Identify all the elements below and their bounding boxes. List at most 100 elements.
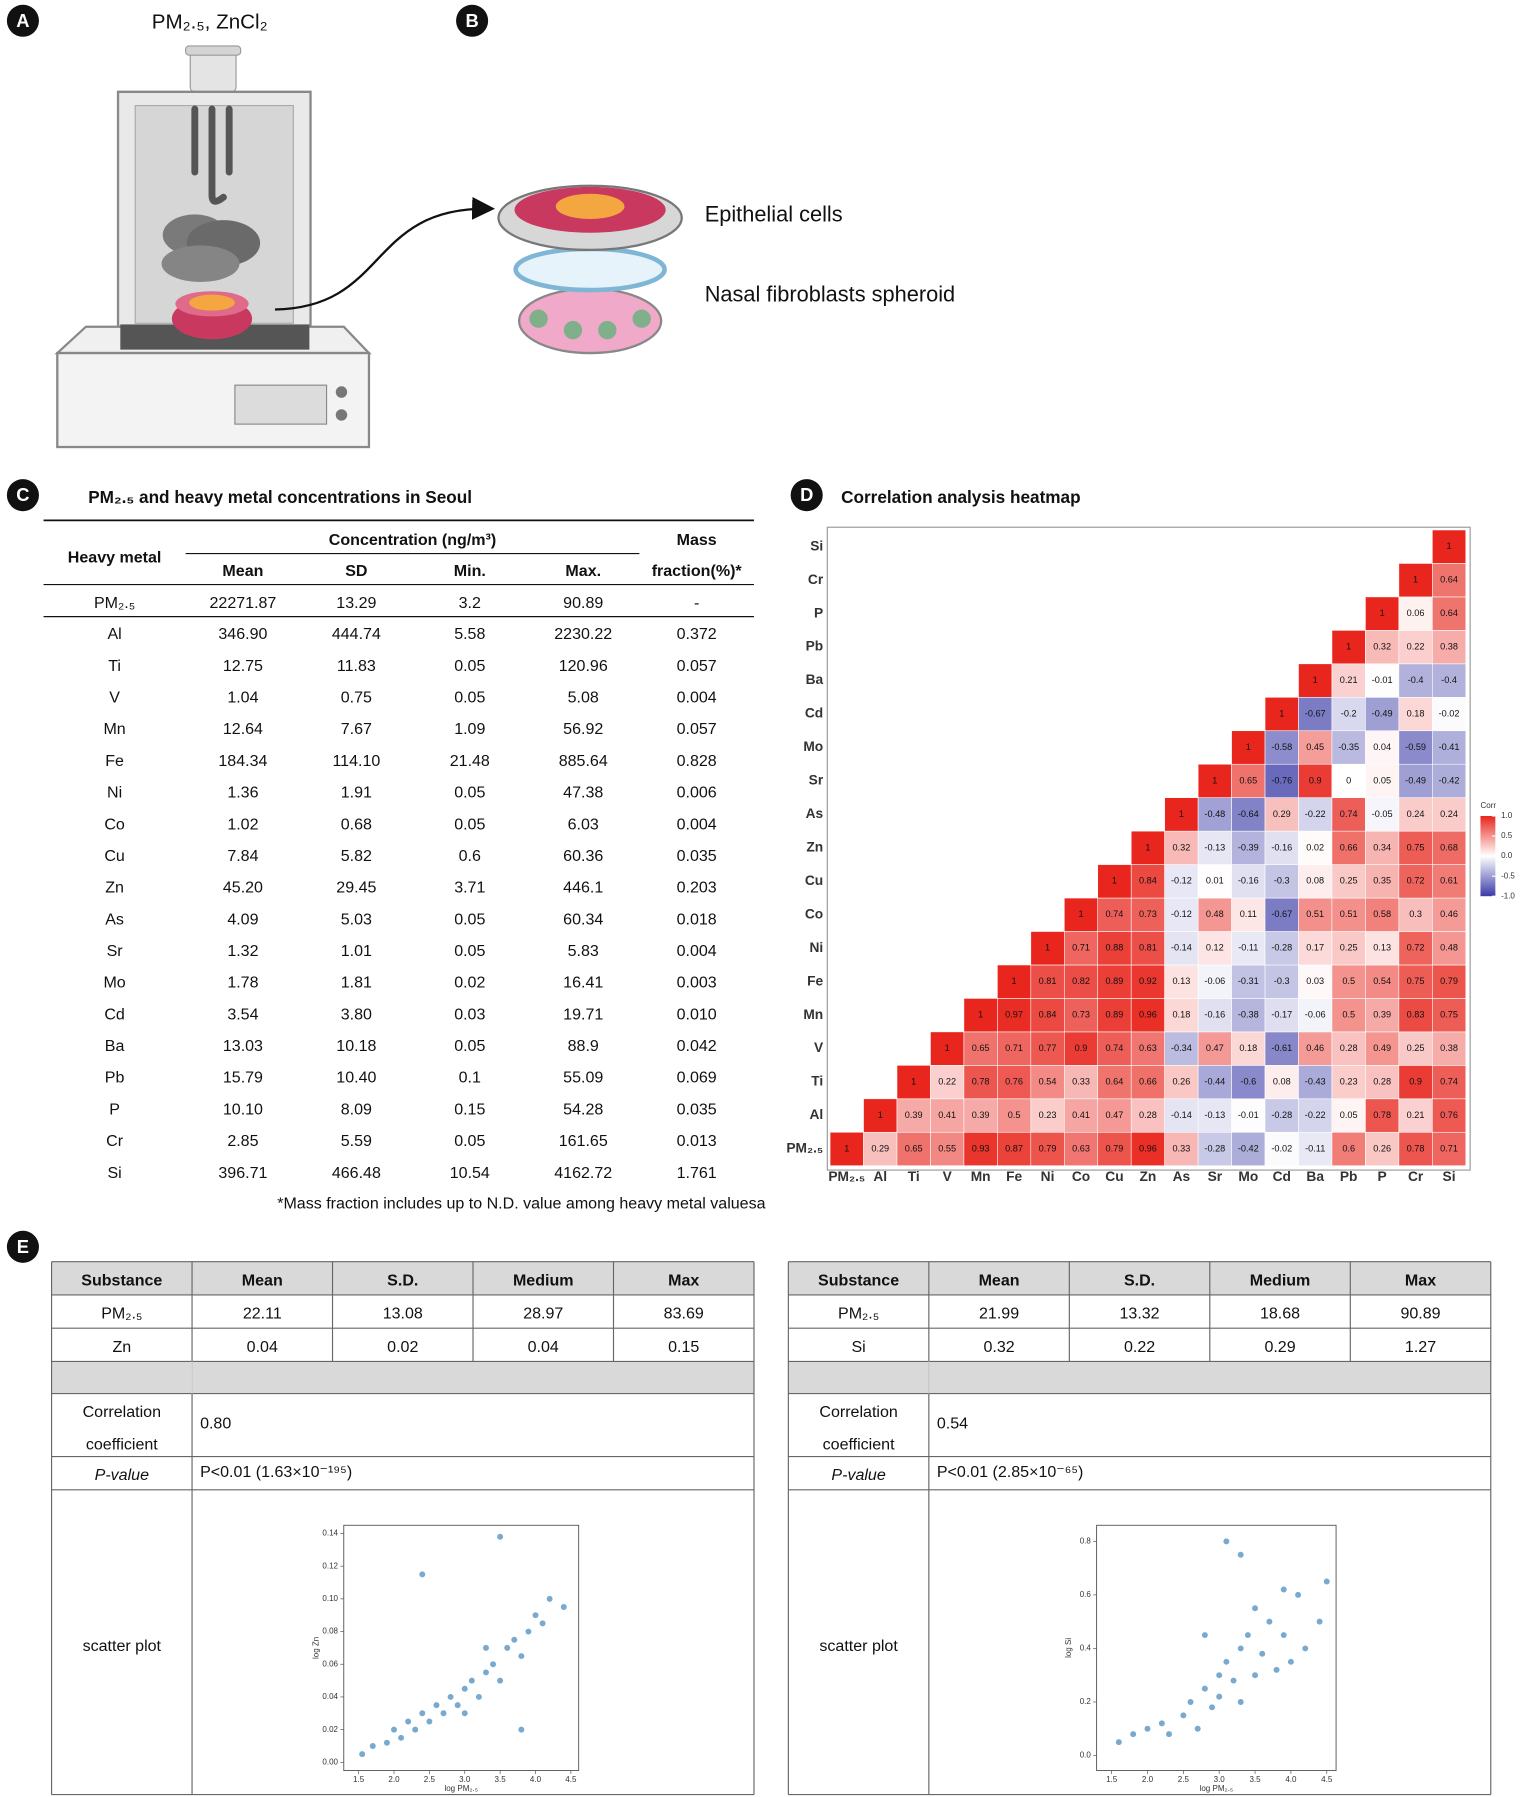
scatter-point: [391, 1726, 397, 1733]
y-tick-label: Ti: [811, 1074, 823, 1089]
row-header: Cu: [104, 847, 125, 865]
row-header: Al: [107, 625, 121, 643]
table-cell: 1.01: [341, 942, 372, 960]
row-header: Sr: [107, 942, 124, 960]
panel-label: D: [800, 484, 813, 505]
table-cell: 0.75: [341, 689, 372, 707]
table-cell: 1.36: [227, 784, 258, 802]
heatmap-cell: [1130, 864, 1165, 899]
table-cell: 446.1: [563, 879, 603, 897]
heatmap-cell: [1164, 998, 1199, 1033]
cell-label: 1: [978, 1010, 983, 1020]
scatter-point: [532, 1612, 539, 1619]
table-cell: 0.29: [1264, 1338, 1295, 1356]
table-cell: 0.004: [677, 815, 717, 833]
column-header: Substance: [81, 1271, 162, 1289]
table-cell: 1.02: [227, 815, 258, 833]
heatmap-cell: [1164, 1098, 1199, 1133]
table-cell: Si: [851, 1338, 865, 1356]
row-header: Ni: [107, 784, 122, 802]
heatmap-cell: [1264, 797, 1299, 832]
cell-label: 0.23: [1039, 1110, 1057, 1120]
header-background: [51, 1261, 754, 1295]
table-cell: 10.10: [223, 1100, 263, 1118]
statistics-table: Substance Mean S.D. Medium Max PM₂.₅ 21.99 13.3…: [787, 1261, 1492, 1796]
scatter-point: [1130, 1731, 1137, 1738]
heatmap-cell: [930, 1031, 965, 1066]
cell-label: 0.77: [1039, 1043, 1057, 1053]
row-header: Correlation: [83, 1403, 161, 1421]
x-tick-label: Ba: [1306, 1169, 1324, 1184]
table-cell: 0.057: [677, 720, 717, 738]
table-cell: 0.035: [677, 847, 717, 865]
x-tick-label: Pb: [1340, 1169, 1358, 1184]
row-header: Fe: [105, 752, 124, 770]
cell-label: 1: [844, 1143, 849, 1153]
cell-label: -0.01: [1238, 1110, 1259, 1120]
y-tick-label: As: [806, 806, 824, 821]
x-tick-label: Cd: [1273, 1169, 1291, 1184]
table-cell: 3.54: [227, 1005, 258, 1023]
scatter-point: [454, 1702, 461, 1709]
cell-label: 1: [1078, 909, 1083, 919]
cell-label: 0.39: [972, 1110, 990, 1120]
scatter-point: [1237, 1698, 1244, 1705]
heatmap-cell: [1365, 897, 1400, 932]
table-cell: 0.32: [983, 1338, 1014, 1356]
heatmap-cell: [1398, 663, 1433, 698]
cell-label: 1: [1112, 876, 1117, 886]
panel-label: E: [17, 1236, 29, 1257]
cell-label: -0.4: [1408, 675, 1424, 685]
heatmap-cell: [896, 1131, 931, 1167]
row-header: coefficient: [86, 1435, 158, 1453]
cell-label: -0.58: [1271, 742, 1292, 752]
table-cell: 0.013: [677, 1132, 717, 1150]
cell-label: 0.84: [1039, 1010, 1057, 1020]
y-tick-label: 0.08: [322, 1627, 338, 1636]
colorbar-tick-label: -0.5: [1501, 871, 1515, 880]
y-tick-label: Fe: [807, 973, 823, 988]
y-axis-label: log Zn: [311, 1637, 320, 1659]
row-header: P-value: [95, 1466, 149, 1484]
scatter-point: [504, 1644, 511, 1651]
y-tick-label: Ba: [806, 672, 824, 687]
cell-label: -0.16: [1238, 876, 1259, 886]
cell-label: 0.5: [1008, 1110, 1021, 1120]
cell-label: -0.28: [1204, 1143, 1225, 1153]
table-cell: 18.68: [1260, 1305, 1300, 1323]
heatmap-cell: [1432, 830, 1467, 865]
scatter-point: [1194, 1725, 1201, 1732]
x-tick-label: 4.0: [530, 1775, 542, 1784]
cell-label: 0.51: [1340, 909, 1358, 919]
table-cell: 21.48: [450, 752, 490, 770]
heatmap-cell: [1398, 596, 1433, 631]
panel-label: C: [16, 484, 29, 505]
heatmap-cell: [1197, 931, 1232, 966]
scatter-point: [412, 1726, 419, 1733]
cell-label: -0.02: [1439, 708, 1460, 718]
table-cell: 60.34: [563, 910, 603, 928]
scatter-point: [518, 1653, 525, 1660]
heatmap-cell: [1432, 964, 1467, 999]
cell-label: 0.38: [1440, 642, 1458, 652]
exposure-apparatus-ellipse: [189, 294, 235, 311]
cell-label: -0.42: [1238, 1143, 1259, 1153]
table-cell: 4162.72: [554, 1164, 612, 1182]
x-tick-label: 4.0: [1285, 1775, 1297, 1784]
column-header: Mean: [242, 1271, 283, 1289]
cell-label: 1: [1212, 775, 1217, 785]
heatmap-cell: [1331, 1065, 1366, 1100]
heatmap-cell: [1264, 830, 1299, 865]
cell-label: 0.06: [1407, 608, 1425, 618]
scatter-point: [497, 1677, 504, 1684]
heatmap-cell: [1365, 931, 1400, 966]
column-header: Mean: [979, 1271, 1020, 1289]
table-cell: 10.54: [450, 1164, 490, 1182]
heatmap-cell: [1097, 1098, 1132, 1133]
heatmap-cell: [930, 1131, 965, 1167]
cell-label: 0.75: [1440, 1010, 1458, 1020]
column-header: Max: [668, 1271, 699, 1289]
cell-label: 1: [1413, 575, 1418, 585]
scatter-point: [1244, 1632, 1251, 1639]
cell-label: 1: [911, 1076, 916, 1086]
